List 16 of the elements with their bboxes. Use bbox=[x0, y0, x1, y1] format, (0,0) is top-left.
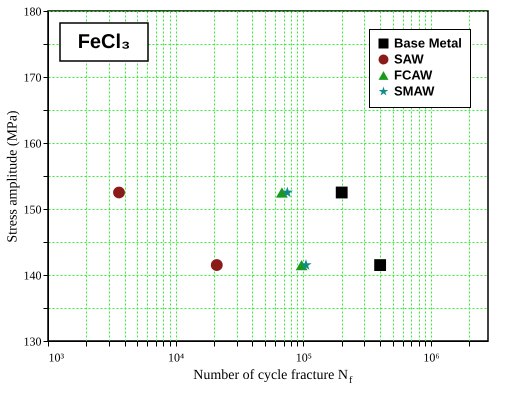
legend-label: SAW bbox=[394, 52, 424, 66]
y-tick-label: 180 bbox=[24, 4, 42, 18]
legend-label: SMAW bbox=[394, 84, 436, 98]
y-axis-title: Stress amplitude (MPa) bbox=[6, 110, 20, 243]
y-tick-label: 170 bbox=[24, 70, 42, 84]
x-tick-label: 10³ bbox=[48, 350, 64, 364]
x-tick-label: 10⁴ bbox=[168, 350, 184, 364]
y-tick-label: 150 bbox=[24, 202, 42, 216]
y-tick-label: 130 bbox=[24, 334, 42, 348]
legend-label: FCAW bbox=[394, 68, 433, 82]
legend-label: Base Metal bbox=[394, 36, 462, 50]
y-tick-label: 160 bbox=[24, 136, 42, 150]
y-tick-label: 140 bbox=[24, 268, 42, 282]
annotation: FeCl₃ bbox=[78, 31, 130, 53]
x-tick-label: 10⁶ bbox=[423, 350, 440, 364]
x-tick-label: 10⁵ bbox=[296, 350, 312, 364]
